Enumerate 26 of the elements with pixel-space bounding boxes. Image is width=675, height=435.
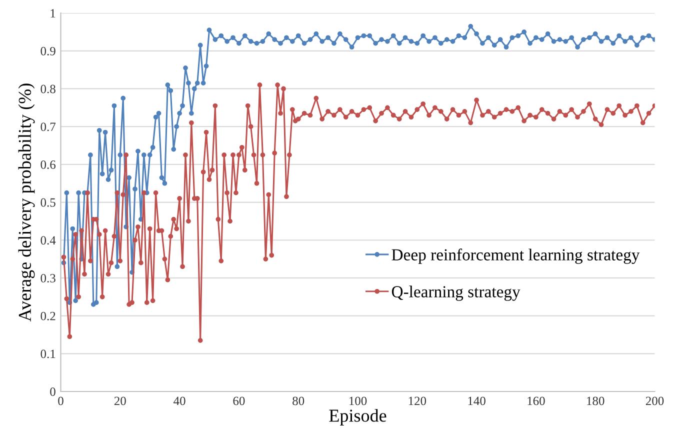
- y-tick-label: 0.9: [40, 46, 56, 56]
- y-tick-label: 0.7: [40, 122, 56, 132]
- y-tick-label: 1: [50, 9, 56, 18]
- x-tick-label: 80: [292, 396, 304, 406]
- y-tick-label: 0.6: [40, 160, 56, 169]
- x-tick-label: 60: [233, 396, 245, 406]
- legend-label: Q-learning strategy: [392, 286, 520, 301]
- y-axis-title: Average delivery probability (%): [18, 84, 35, 322]
- y-tick-label: 0.4: [40, 236, 56, 245]
- x-tick-label: 160: [528, 396, 545, 406]
- x-tick-label: 180: [587, 396, 604, 406]
- y-tick-label: 0.5: [40, 198, 56, 207]
- y-tick-label: 0.2: [40, 312, 56, 320]
- x-tick-label: 140: [468, 396, 486, 406]
- y-tick-label: 0: [50, 388, 56, 396]
- x-tick-label: 100: [349, 396, 367, 406]
- legend-label: Deep reinforcement learning strategy: [392, 248, 640, 264]
- x-tick-label: 200: [646, 396, 664, 406]
- y-tick-label: 0.1: [40, 350, 56, 358]
- x-tick-label: 20: [114, 396, 126, 406]
- x-tick-label: 0: [58, 396, 64, 406]
- y-tick-label: 0.3: [40, 274, 56, 282]
- x-tick-label: 40: [174, 396, 186, 406]
- x-tick-label: 120: [408, 396, 426, 406]
- y-tick-label: 0.8: [40, 84, 56, 94]
- x-axis-title: Episode: [329, 409, 386, 426]
